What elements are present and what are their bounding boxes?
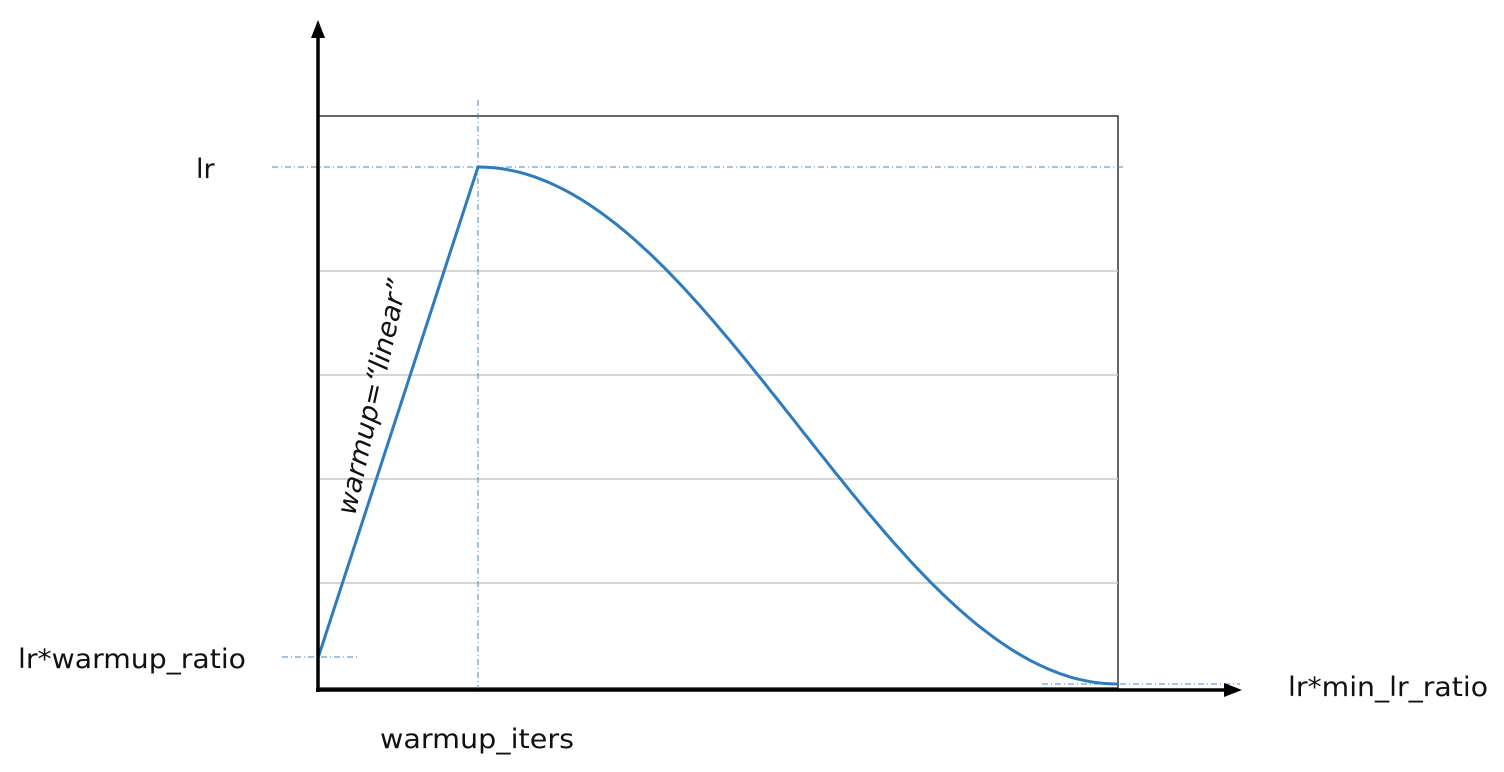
y-tick-label-lr: lr [196,154,216,185]
plot-frame [317,115,1119,689]
guide-lines [272,100,1240,690]
grid-lines [318,270,1118,584]
lr-curve-series [316,165,1119,686]
y-axis-arrow [311,20,325,38]
x-axis-arrow [1224,683,1242,697]
warmup-annotation: warmup=“linear” [332,276,414,518]
axes [316,34,1232,692]
y-tick-label-lr-min: lr*min_lr_ratio [1288,672,1488,703]
x-tick-label-warmup-iters: warmup_iters [380,724,574,755]
y-tick-label-lr-warmup: lr*warmup_ratio [18,644,246,675]
